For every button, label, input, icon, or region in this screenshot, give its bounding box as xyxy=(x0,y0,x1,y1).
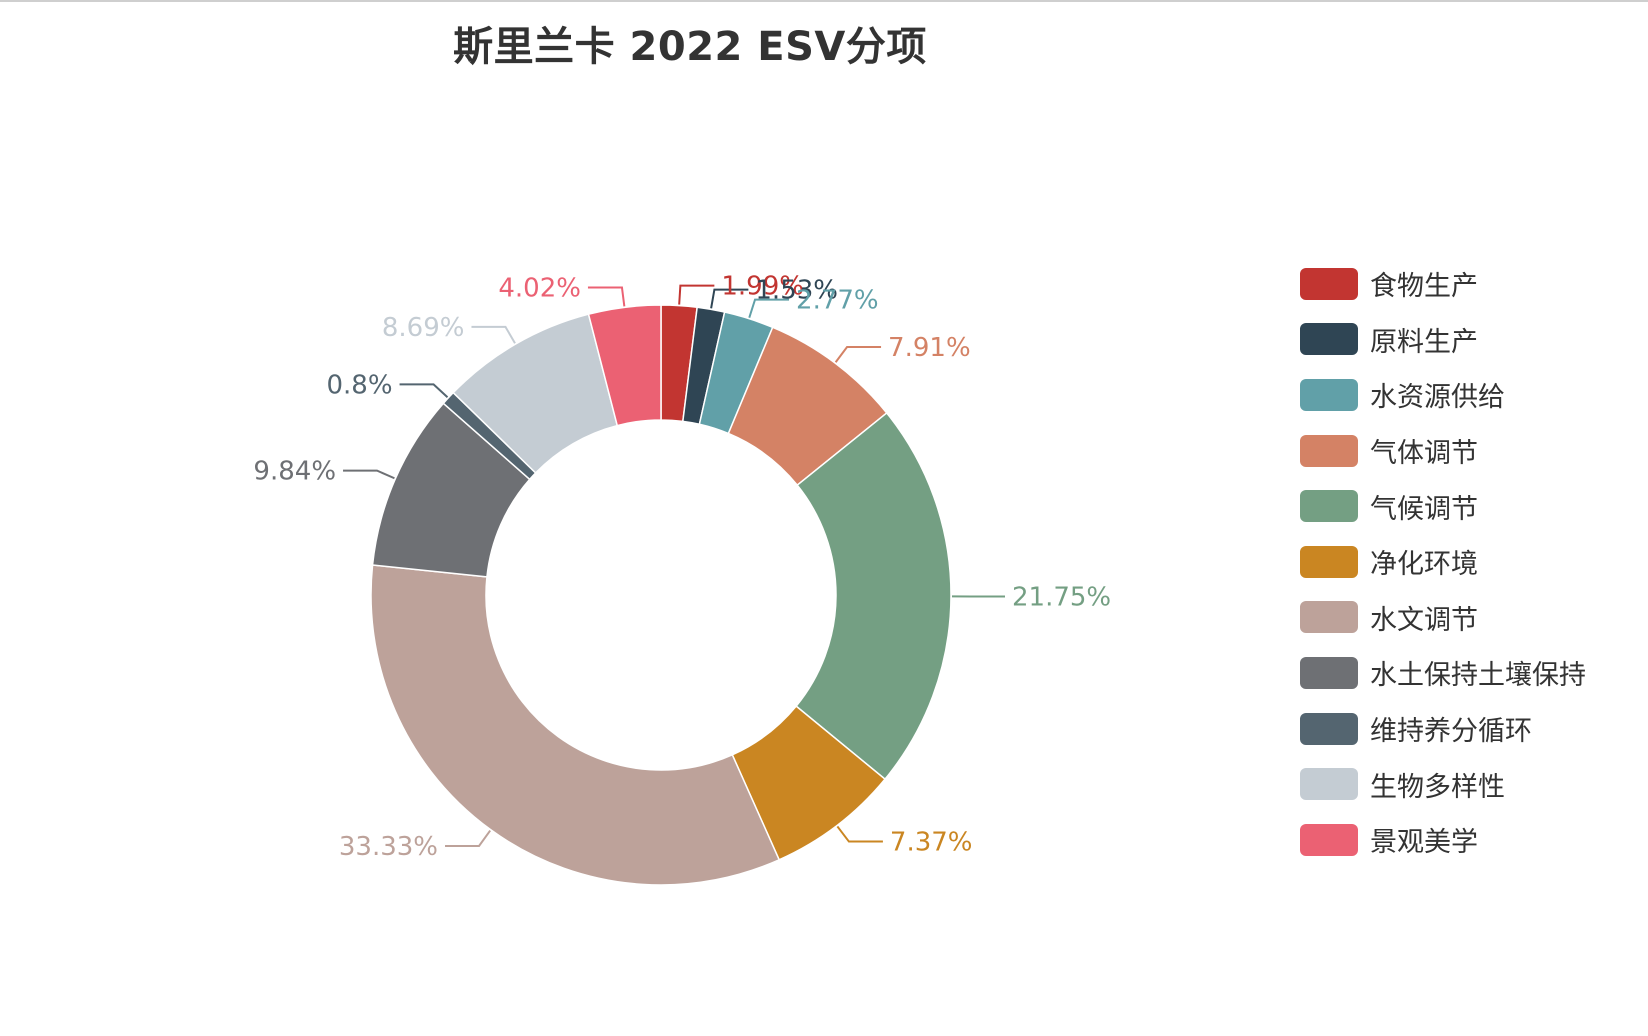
legend-item-10[interactable]: 生物多样性 xyxy=(1300,756,1586,812)
legend: 食物生产原料生产水资源供给气体调节气候调节净化环境水文调节水土保持土壤保持 维持养… xyxy=(1300,256,1586,868)
slice-label-4: 7.91% xyxy=(888,333,971,363)
slice-label-10: 8.69% xyxy=(382,313,465,343)
legend-item-9[interactable]: 维持养分循环 xyxy=(1300,701,1586,757)
legend-label: 景观美学 xyxy=(1370,827,1478,859)
slice-label-2: 1.53% xyxy=(755,276,838,306)
legend-item-11[interactable]: 景观美学 xyxy=(1300,812,1586,868)
legend-swatch xyxy=(1300,656,1358,689)
slice-label-9: 0.8% xyxy=(326,370,392,400)
legend-label: 生物多样性 xyxy=(1370,771,1505,803)
legend-swatch xyxy=(1300,601,1358,634)
legend-item-8[interactable]: 水土保持土壤保持 xyxy=(1300,645,1586,701)
leader-line-10 xyxy=(471,325,516,344)
leader-line-1 xyxy=(678,284,715,305)
slice-label-5: 21.75% xyxy=(1012,582,1111,612)
slice-label-7: 33.33% xyxy=(339,832,438,862)
donut-slices xyxy=(370,304,952,886)
top-border xyxy=(0,0,1648,2)
slice-label-8: 9.84% xyxy=(253,457,336,487)
legend-swatch xyxy=(1300,378,1358,411)
leader-line-6 xyxy=(836,825,883,843)
leader-line-7 xyxy=(445,829,491,847)
leader-line-11 xyxy=(587,286,626,307)
slice-label-6: 7.37% xyxy=(890,828,973,858)
leader-line-3 xyxy=(748,298,790,319)
slice-labels: 1.99%1.53%2.77% 7.91% 21.75% 7.37% 33.33% 9.8… xyxy=(253,272,1111,862)
legend-label: 净化环境 xyxy=(1370,549,1478,581)
legend-item-6[interactable]: 净化环境 xyxy=(1300,534,1586,590)
leader-line-8 xyxy=(343,469,395,480)
legend-item-7[interactable]: 水文调节 xyxy=(1300,590,1586,646)
legend-label: 水资源供给 xyxy=(1370,382,1505,414)
legend-item-2[interactable]: 原料生产 xyxy=(1300,312,1586,368)
legend-label: 原料生产 xyxy=(1370,326,1478,358)
legend-label: 水文调节 xyxy=(1370,604,1478,636)
legend-swatch xyxy=(1300,768,1358,801)
legend-item-3[interactable]: 水资源供给 xyxy=(1300,367,1586,423)
slice-5[interactable] xyxy=(795,411,952,781)
legend-swatch xyxy=(1300,545,1358,578)
legend-swatch xyxy=(1300,267,1358,300)
legend-swatch xyxy=(1300,490,1358,523)
legend-swatch xyxy=(1300,323,1358,356)
legend-item-4[interactable]: 气体调节 xyxy=(1300,423,1586,479)
label-leader-lines xyxy=(343,284,1005,847)
legend-swatch xyxy=(1300,712,1358,745)
legend-swatch xyxy=(1300,823,1358,856)
slice-11[interactable] xyxy=(587,304,662,427)
slice-label-3: 2.77% xyxy=(796,286,879,316)
legend-label: 气体调节 xyxy=(1370,438,1478,470)
leader-line-9 xyxy=(399,383,449,399)
legend-label: 食物生产 xyxy=(1370,271,1478,303)
slice-label-11: 4.02% xyxy=(498,273,581,303)
legend-swatch xyxy=(1300,434,1358,467)
slice-label-1: 1.99% xyxy=(721,272,804,302)
legend-label: 维持养分循环 xyxy=(1370,716,1532,748)
legend-label: 水土保持土壤保持 xyxy=(1370,660,1586,692)
legend-item-5[interactable]: 气候调节 xyxy=(1300,478,1586,534)
legend-label: 气候调节 xyxy=(1370,493,1478,525)
leader-line-4 xyxy=(834,346,882,363)
leader-line-2 xyxy=(710,288,749,309)
slice-7[interactable] xyxy=(370,564,781,886)
legend-item-1[interactable]: 食物生产 xyxy=(1300,256,1586,312)
chart-title: 斯里兰卡 2022 ESV分项 xyxy=(453,24,927,70)
